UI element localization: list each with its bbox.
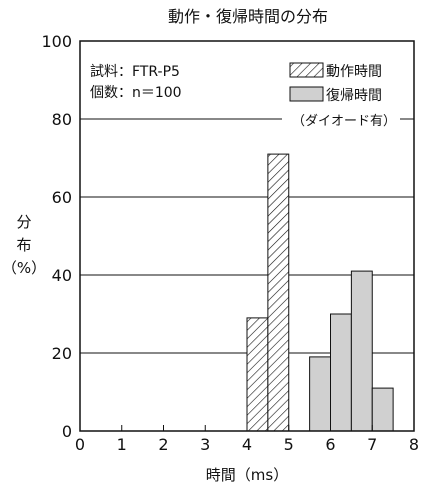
note-background [282,111,400,130]
y-tick-label-80: 80 [52,110,72,129]
sample-label: 試料：FTR-P5 [90,64,180,80]
x-tick-label-5: 5 [284,435,294,454]
y-label-line-2: 布 [16,236,31,254]
chart-title: 動作・復帰時間の分布 [168,7,328,26]
y-tick-label-100: 100 [41,32,72,51]
x-tick-label-0: 0 [75,435,85,454]
legend-label-release: 復帰時間 [326,87,382,104]
x-tick-label-4: 4 [242,435,252,454]
x-tick-label-8: 8 [409,435,419,454]
info-box: 試料：FTR-P5 個数：n＝100 [90,64,182,101]
count-label: 個数：n＝100 [90,85,182,101]
bar-release-3 [371,387,394,432]
bar-layer [246,153,394,432]
bar-operate-1 [267,153,290,432]
legend-swatch-release [289,86,324,102]
legend-swatch-operate [289,62,324,78]
y-label-line-3: （%） [2,259,46,277]
y-tick-label-0: 0 [62,422,72,441]
y-axis-label: 分 布 （%） [2,213,46,277]
y-tick-label-40: 40 [52,266,72,285]
bar-release-1 [330,313,352,432]
y-label-line-1: 分 [16,213,31,231]
x-axis-label: 時間（ms） [206,466,288,484]
diode-note: （ダイオード有） [292,114,396,129]
bar-operate-0 [246,317,269,432]
x-tick-label-6: 6 [325,435,335,454]
legend-label-operate: 動作時間 [326,64,382,80]
x-tick-label-3: 3 [200,435,210,454]
bar-release-2 [350,270,373,432]
x-tick-label-1: 1 [117,435,127,454]
y-tick-label-60: 60 [52,188,72,207]
legend: 動作時間 復帰時間 [289,62,382,104]
y-tick-label-20: 20 [52,344,72,363]
bar-release-0 [309,356,331,432]
x-tick-label-2: 2 [158,435,168,454]
x-tick-label-7: 7 [367,435,377,454]
